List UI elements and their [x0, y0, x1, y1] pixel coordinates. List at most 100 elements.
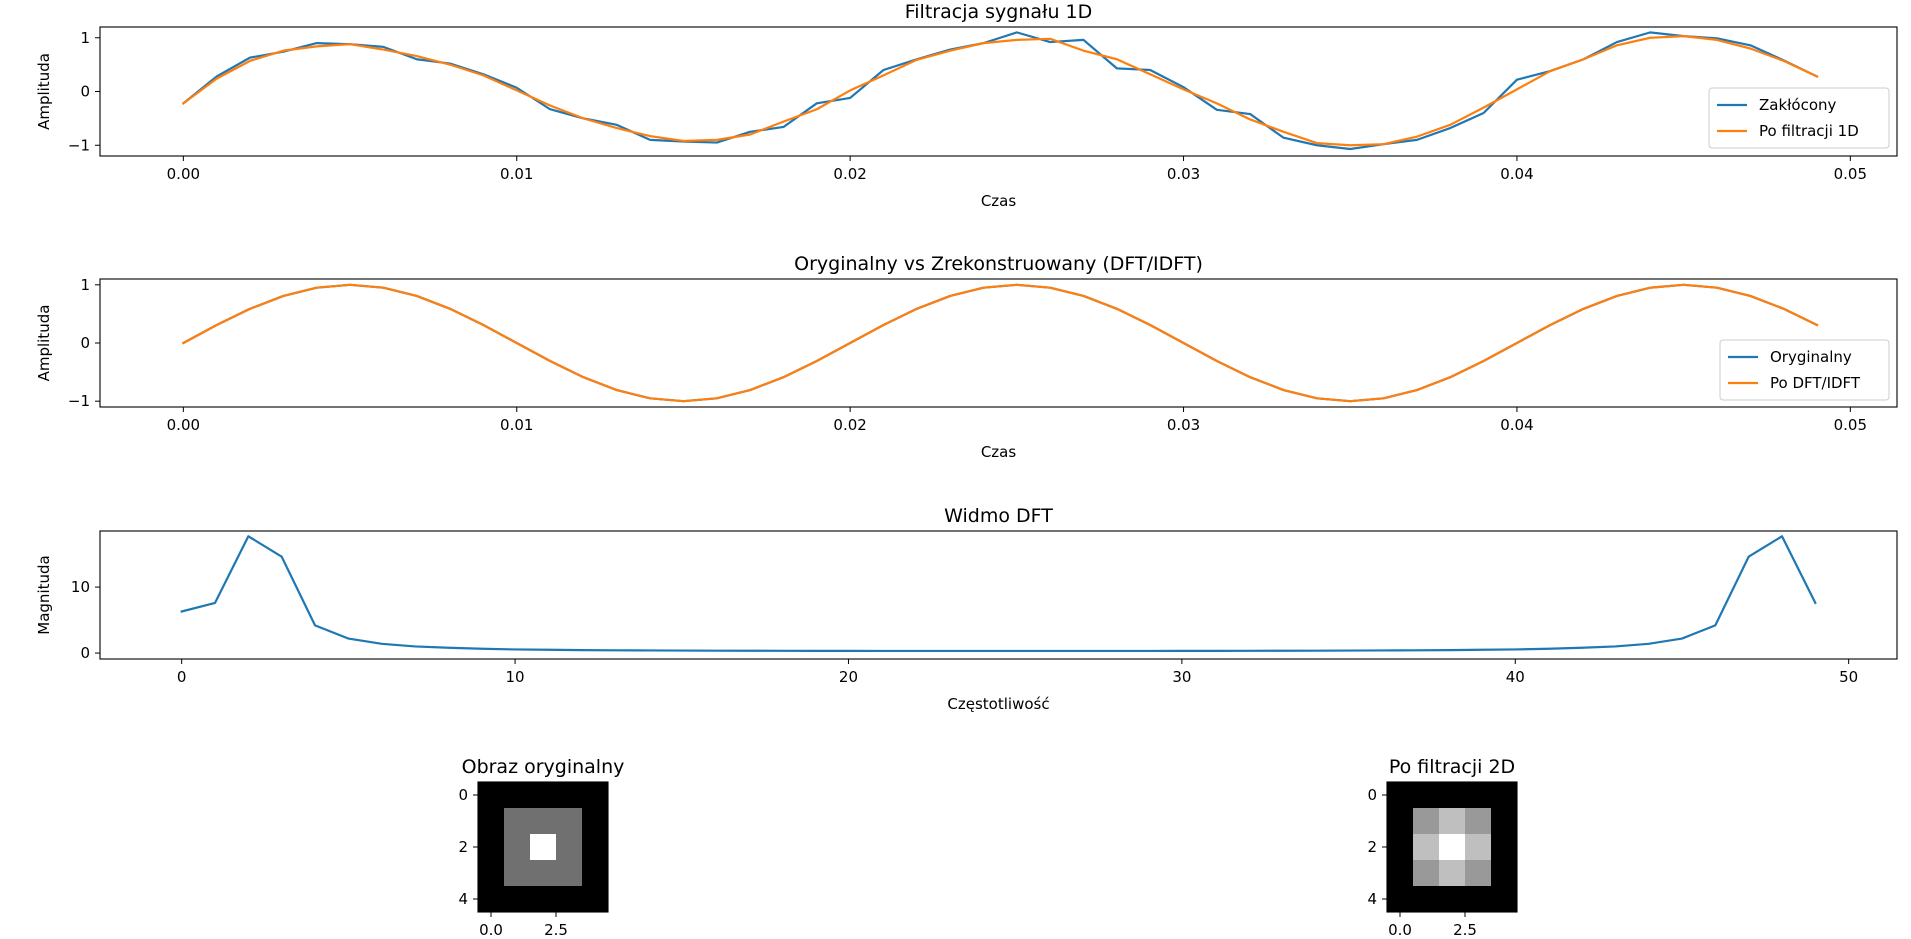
- pixel-cell: [1413, 886, 1440, 913]
- series-line-oryginalny: [181, 283, 1819, 403]
- pixel-cell: [478, 834, 505, 861]
- legend-box: [1708, 87, 1890, 149]
- x-tick-label: 0.04: [1500, 416, 1533, 434]
- legend-box: [1719, 339, 1890, 401]
- pixel-cell: [530, 860, 557, 887]
- legend: Oryginalny Po DFT/IDFT: [1719, 339, 1890, 401]
- pixel-cell: [582, 860, 609, 887]
- legend-entry: Po filtracji 1D: [1759, 122, 1859, 140]
- pixel-cell: [478, 860, 505, 887]
- axes-frame: [99, 278, 1898, 408]
- pixel-cell: [1413, 834, 1440, 861]
- y-tick-label: 1: [80, 29, 90, 47]
- y-axis-label: Amplituda: [35, 53, 53, 130]
- pixel-cell: [530, 782, 557, 809]
- pixel-cell: [478, 886, 505, 913]
- y-tick-label: 2: [458, 838, 468, 856]
- x-tick-label: 0.01: [500, 416, 533, 434]
- image-title: Obraz oryginalny: [462, 756, 625, 778]
- pixel-cell: [1465, 782, 1492, 809]
- x-tick-label: 0.02: [833, 165, 866, 183]
- x-tick-label: 0.00: [167, 416, 200, 434]
- y-tick-label: 0: [80, 334, 90, 352]
- x-tick-label: 0.03: [1167, 165, 1200, 183]
- pixel-cell: [1465, 834, 1492, 861]
- x-tick-label: 0.01: [500, 165, 533, 183]
- x-tick-label: 40: [1506, 668, 1525, 686]
- series-line-po-dft-idft: [181, 283, 1819, 403]
- pixel-cell: [1491, 834, 1518, 861]
- pixel-cell: [530, 886, 557, 913]
- pixel-cell: [1387, 886, 1414, 913]
- x-axis-label: Czas: [981, 443, 1017, 461]
- pixel-cell: [1387, 782, 1414, 809]
- y-axis-label: Magnituda: [35, 555, 53, 634]
- x-axis-label: Częstotliwość: [947, 695, 1049, 713]
- chart-2: 0.00 0.01 0.02 0.03 0.04 0.05 1 0 −1 Oryginalny v…: [35, 253, 1898, 461]
- pixel-cell: [1413, 808, 1440, 835]
- y-tick-label: −1: [68, 136, 90, 154]
- pixel-cell: [1439, 782, 1466, 809]
- image-title: Po filtracji 2D: [1389, 756, 1515, 778]
- legend-entry: Oryginalny: [1770, 348, 1852, 366]
- x-tick-label: 0.05: [1834, 165, 1867, 183]
- legend-entry: Zakłócony: [1759, 96, 1837, 114]
- y-tick-label: 10: [71, 578, 90, 596]
- x-tick-label: 0.05: [1834, 416, 1867, 434]
- chart-title: Widmo DFT: [944, 505, 1053, 527]
- pixel-cell: [556, 782, 583, 809]
- x-tick-label: 0.02: [833, 416, 866, 434]
- chart-1: 0.00 0.01 0.02 0.03 0.04 0.05 1 0 −1 Filtracja sy…: [35, 1, 1898, 210]
- y-tick-label: 4: [1367, 890, 1377, 908]
- legend-entry: Po DFT/IDFT: [1770, 374, 1861, 392]
- pixel-cell: [1439, 808, 1466, 835]
- chart-3: 0 10 20 30 40 50 10 0 Widmo DFT Częstotliwość Magn…: [35, 505, 1898, 713]
- pixel-cell: [1491, 808, 1518, 835]
- pixel-cell: [1491, 886, 1518, 913]
- series-line-zakłócony: [181, 31, 1819, 151]
- x-tick-label: 0: [177, 668, 187, 686]
- x-tick-label: 10: [506, 668, 525, 686]
- chart-title: Oryginalny vs Zrekonstruowany (DFT/IDFT): [794, 253, 1203, 275]
- pixel-cell: [556, 886, 583, 913]
- y-tick-label: −1: [68, 392, 90, 410]
- x-tick-label: 0.03: [1167, 416, 1200, 434]
- pixel-cell: [582, 834, 609, 861]
- x-tick-label: 0.04: [1500, 165, 1533, 183]
- chart-title: Filtracja sygnału 1D: [905, 1, 1093, 23]
- pixel-cell: [1413, 782, 1440, 809]
- x-tick-label: 2.5: [1453, 921, 1477, 939]
- pixel-cell: [1439, 834, 1466, 861]
- pixel-cell: [1465, 808, 1492, 835]
- axes-frame: [99, 530, 1898, 660]
- y-tick-label: 4: [458, 890, 468, 908]
- y-tick-label: 2: [1367, 838, 1377, 856]
- pixel-cell: [582, 886, 609, 913]
- pixel-cell: [1465, 886, 1492, 913]
- x-tick-label: 30: [1172, 668, 1191, 686]
- y-tick-label: 0: [458, 786, 468, 804]
- x-tick-label: 0.0: [1388, 921, 1412, 939]
- pixel-cell: [530, 834, 557, 861]
- pixel-cell: [1387, 860, 1414, 887]
- pixel-cell: [556, 808, 583, 835]
- x-axis-label: Czas: [981, 192, 1017, 210]
- x-tick-label: 0.00: [167, 165, 200, 183]
- y-axis-label: Amplituda: [35, 305, 53, 382]
- pixel-cell: [504, 808, 531, 835]
- image-panel-1: 0.0 2.5 0 2 4 Obraz oryginalny: [458, 756, 624, 939]
- series-line-1: [180, 535, 1817, 653]
- y-tick-label: 1: [80, 276, 90, 294]
- x-tick-label: 2.5: [544, 921, 568, 939]
- pixel-cell: [1491, 782, 1518, 809]
- pixel-cell: [1413, 860, 1440, 887]
- x-tick-label: 20: [839, 668, 858, 686]
- pixel-cell: [504, 860, 531, 887]
- pixel-cell: [1491, 860, 1518, 887]
- pixel-cell: [1439, 886, 1466, 913]
- pixel-cell: [556, 860, 583, 887]
- pixel-cell: [504, 834, 531, 861]
- y-tick-label: 0: [80, 83, 90, 101]
- pixel-cell: [530, 808, 557, 835]
